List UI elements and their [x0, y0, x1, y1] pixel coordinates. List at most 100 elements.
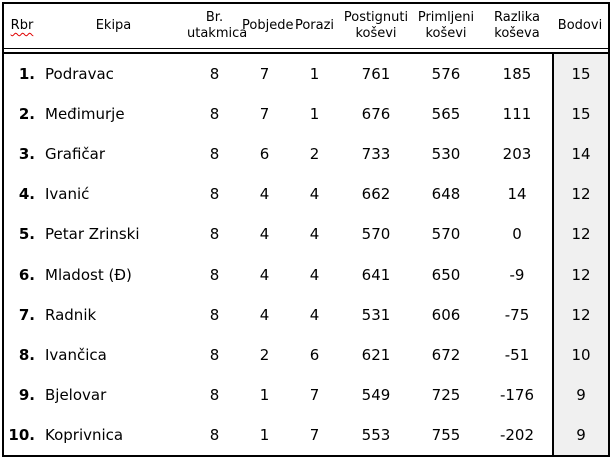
- points-cell: 15: [552, 94, 608, 135]
- conceded-cell: 648: [431, 185, 461, 204]
- table-row: 6. Mladost (Đ) 8 4 4 641 650 -9 12: [4, 254, 608, 295]
- scored-cell: 570: [361, 225, 391, 244]
- wins-cell: 6: [259, 145, 270, 164]
- wins-cell: 1: [259, 425, 270, 444]
- diff-cell: -75: [504, 305, 530, 324]
- losses-cell: 4: [309, 185, 320, 204]
- scored-cell: 531: [361, 305, 391, 324]
- table-row: 4. Ivanić 8 4 4 662 648 14 12: [4, 174, 608, 215]
- points-cell: 15: [552, 54, 608, 95]
- losses-cell: 7: [309, 385, 320, 404]
- scored-cell: 621: [361, 345, 391, 364]
- diff-cell: 185: [502, 65, 532, 84]
- games-cell: 8: [209, 185, 220, 204]
- points-cell: 12: [552, 214, 608, 255]
- rank-cell: 9.: [18, 385, 35, 404]
- rank-cell: 6.: [18, 265, 35, 284]
- table-row: 3. Grafičar 8 6 2 733 530 203 14: [4, 134, 608, 175]
- wins-cell: 4: [259, 185, 270, 204]
- diff-cell: -202: [499, 425, 535, 444]
- table-body: 1. Podravac 8 7 1 761 576 185 15 2. Međi…: [4, 52, 608, 455]
- losses-cell: 1: [309, 105, 320, 124]
- scored-cell: 553: [361, 425, 391, 444]
- games-cell: 8: [209, 145, 220, 164]
- losses-cell: 4: [309, 265, 320, 284]
- rank-cell: 1.: [18, 65, 35, 84]
- rank-cell: 2.: [18, 105, 35, 124]
- wins-cell: 4: [259, 305, 270, 324]
- column-header-points: Bodovi: [557, 18, 603, 33]
- diff-cell: 203: [502, 145, 532, 164]
- team-cell: Petar Zrinski: [45, 225, 140, 244]
- scored-cell: 641: [361, 265, 391, 284]
- team-cell: Koprivnica: [45, 425, 124, 444]
- rank-cell: 8.: [18, 345, 35, 364]
- column-header-games: Br. utakmica: [187, 10, 248, 41]
- points-cell: 12: [552, 294, 608, 335]
- scored-cell: 662: [361, 185, 391, 204]
- table-row: 10. Koprivnica 8 1 7 553 755 -202 9: [4, 414, 608, 455]
- conceded-cell: 576: [431, 65, 461, 84]
- column-header-scored: Postignuti koševi: [343, 10, 409, 41]
- games-cell: 8: [209, 225, 220, 244]
- conceded-cell: 530: [431, 145, 461, 164]
- table-row: 8. Ivančica 8 2 6 621 672 -51 10: [4, 334, 608, 375]
- table-row: 5. Petar Zrinski 8 4 4 570 570 0 12: [4, 214, 608, 255]
- conceded-cell: 565: [431, 105, 461, 124]
- games-cell: 8: [209, 305, 220, 324]
- losses-cell: 4: [309, 305, 320, 324]
- conceded-cell: 650: [431, 265, 461, 284]
- games-cell: 8: [209, 65, 220, 84]
- table-header: Rbr Ekipa Br. utakmica Pobjede Porazi Po…: [4, 4, 608, 49]
- team-cell: Ivanić: [45, 185, 90, 204]
- rank-cell: 5.: [18, 225, 35, 244]
- conceded-cell: 672: [431, 345, 461, 364]
- table-row: 2. Međimurje 8 7 1 676 565 111 15: [4, 94, 608, 135]
- points-cell: 12: [552, 174, 608, 215]
- wins-cell: 2: [259, 345, 270, 364]
- points-cell: 9: [552, 374, 608, 415]
- scored-cell: 676: [361, 105, 391, 124]
- wins-cell: 7: [259, 65, 270, 84]
- losses-cell: 6: [309, 345, 320, 364]
- table-row: 9. Bjelovar 8 1 7 549 725 -176 9: [4, 374, 608, 415]
- rank-cell: 10.: [8, 425, 35, 444]
- diff-cell: 14: [507, 185, 527, 204]
- column-header-losses: Porazi: [294, 18, 335, 33]
- column-header-conceded: Primljeni koševi: [417, 10, 475, 41]
- rank-cell: 4.: [18, 185, 35, 204]
- wins-cell: 4: [259, 265, 270, 284]
- scored-cell: 761: [361, 65, 391, 84]
- wins-cell: 1: [259, 385, 270, 404]
- column-header-wins: Pobjede: [242, 18, 294, 33]
- column-header-rank-label: Rbr: [10, 18, 34, 33]
- team-cell: Grafičar: [45, 145, 106, 164]
- games-cell: 8: [209, 105, 220, 124]
- losses-cell: 1: [309, 65, 320, 84]
- table-row: 7. Radnik 8 4 4 531 606 -75 12: [4, 294, 608, 335]
- conceded-cell: 606: [431, 305, 461, 324]
- points-cell: 9: [552, 414, 608, 455]
- points-cell: 14: [552, 134, 608, 175]
- games-cell: 8: [209, 425, 220, 444]
- wins-cell: 4: [259, 225, 270, 244]
- header-body-divider-gap: [4, 49, 608, 52]
- column-header-diff: Razlika koševa: [493, 10, 541, 41]
- diff-cell: -176: [499, 385, 535, 404]
- team-cell: Međimurje: [45, 105, 125, 124]
- games-cell: 8: [209, 385, 220, 404]
- conceded-cell: 725: [431, 385, 461, 404]
- losses-cell: 7: [309, 425, 320, 444]
- column-header-team: Ekipa: [95, 18, 132, 33]
- conceded-cell: 570: [431, 225, 461, 244]
- diff-cell: -9: [509, 265, 525, 284]
- diff-cell: 0: [512, 225, 522, 244]
- rank-cell: 7.: [18, 305, 35, 324]
- diff-cell: -51: [504, 345, 530, 364]
- team-cell: Radnik: [45, 305, 97, 324]
- points-cell: 12: [552, 254, 608, 295]
- rank-cell: 3.: [18, 145, 35, 164]
- games-cell: 8: [209, 265, 220, 284]
- games-cell: 8: [209, 345, 220, 364]
